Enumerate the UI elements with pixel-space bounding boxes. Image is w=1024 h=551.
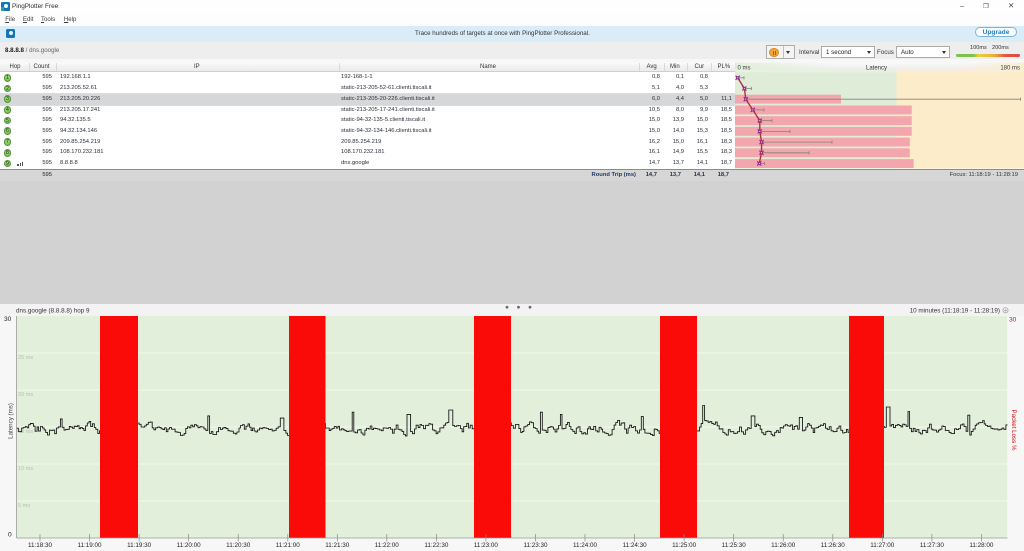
svg-text:11:27:00: 11:27:00 (870, 542, 895, 549)
svg-text:11:21:30: 11:21:30 (325, 542, 350, 549)
svg-text:11:21:00: 11:21:00 (276, 542, 301, 549)
svg-text:11:19:30: 11:19:30 (127, 542, 152, 549)
svg-text:11:25:00: 11:25:00 (672, 542, 697, 549)
svg-text:10 minutes (11:18:19 - 11:28:1: 10 minutes (11:18:19 - 11:28:19) (910, 308, 1000, 315)
svg-text:11:22:30: 11:22:30 (424, 542, 449, 549)
svg-text:Latency: Latency (866, 66, 887, 72)
svg-text:11:25:30: 11:25:30 (722, 542, 747, 549)
svg-text:15 ms: 15 ms (18, 429, 33, 435)
svg-text:11:24:00: 11:24:00 (573, 542, 598, 549)
svg-text:11:20:00: 11:20:00 (177, 542, 202, 549)
svg-text:dns.google (8.8.8.8) hop 9: dns.google (8.8.8.8) hop 9 (16, 308, 90, 315)
svg-text:11:19:00: 11:19:00 (77, 542, 102, 549)
svg-text:180 ms: 180 ms (1000, 65, 1020, 71)
svg-text:Packet Loss %: Packet Loss % (1010, 410, 1017, 451)
svg-text:11:26:00: 11:26:00 (771, 542, 796, 549)
svg-text:0: 0 (8, 532, 12, 539)
svg-text:5 ms: 5 ms (18, 503, 30, 509)
svg-text:30: 30 (1009, 317, 1017, 324)
svg-text:20 ms: 20 ms (18, 392, 33, 398)
svg-text:10 ms: 10 ms (18, 466, 33, 472)
svg-text:11:24:30: 11:24:30 (623, 542, 648, 549)
svg-text:25 ms: 25 ms (18, 355, 33, 361)
svg-text:11:27:30: 11:27:30 (920, 542, 945, 549)
svg-text:11:18:30: 11:18:30 (28, 542, 53, 549)
svg-text:11:28:00: 11:28:00 (969, 542, 994, 549)
svg-text:30: 30 (4, 316, 12, 323)
svg-text:11:26:30: 11:26:30 (821, 542, 846, 549)
svg-text:Latency (ms): Latency (ms) (8, 403, 15, 439)
svg-text:0 ms: 0 ms (738, 65, 751, 71)
svg-text:11:22:00: 11:22:00 (375, 542, 400, 549)
svg-text:11:20:30: 11:20:30 (226, 542, 251, 549)
svg-text:11:23:00: 11:23:00 (474, 542, 499, 549)
svg-text:11:23:30: 11:23:30 (523, 542, 548, 549)
